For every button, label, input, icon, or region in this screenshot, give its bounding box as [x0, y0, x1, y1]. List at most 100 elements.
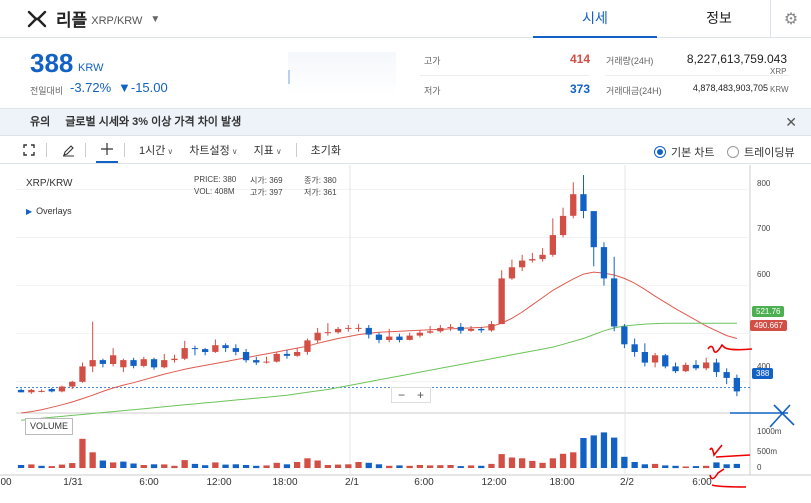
volume-bar — [273, 462, 280, 469]
volume-bar — [590, 435, 597, 468]
volume-bar — [416, 465, 423, 468]
volume-bar — [48, 466, 55, 468]
volume-bar — [498, 454, 505, 468]
volume-bar — [539, 462, 546, 469]
ohlc-label: 시가: — [250, 176, 267, 185]
volume-bar — [150, 464, 158, 469]
candle-body — [38, 390, 45, 392]
high-label: 고가 — [424, 56, 441, 66]
volume-bar — [662, 465, 669, 468]
candle-body — [447, 326, 454, 328]
time-axis-tick: 6:00 — [692, 477, 712, 488]
candle-body — [263, 361, 270, 363]
time-axis-tick: 12:00 — [206, 477, 232, 488]
indicators-dropdown[interactable]: 지표 ∨ — [254, 142, 282, 158]
volume-bar — [733, 463, 740, 468]
ohlc-label: PRICE: — [194, 175, 221, 184]
candle-body — [171, 358, 178, 361]
volume-bar — [345, 464, 352, 469]
volume-bar — [703, 465, 710, 469]
reset-button[interactable]: 초기화 — [310, 145, 342, 157]
last-price-tag: 388 — [752, 368, 774, 379]
volume-bar — [467, 465, 475, 468]
candle-body — [120, 360, 127, 368]
candle-body — [427, 331, 434, 333]
amount-24h-label: 거래대금(24H) — [606, 86, 662, 96]
time-axis-tick: 18:00 — [549, 477, 575, 488]
indicators-label: 지표 — [253, 145, 274, 157]
settings-gear-icon[interactable]: ⚙ — [770, 0, 811, 38]
volume-bar — [253, 465, 260, 469]
price-summary: 388 KRW 전일대비 -3.72% ▼-15.00 고가 414 저가 37… — [0, 38, 811, 108]
ohlc-label: VOL: — [194, 187, 213, 196]
time-axis-tick: 2/2 — [620, 477, 634, 488]
ohlc-high: 고가: 397 — [250, 187, 283, 198]
volume-axis-tick: 500m — [757, 447, 778, 456]
volume-bar — [529, 460, 536, 468]
pencil-icon[interactable] — [57, 139, 79, 161]
candle-body — [150, 359, 158, 368]
volume-bar — [181, 460, 188, 468]
price-currency: KRW — [78, 62, 104, 74]
chart-pair-label: XRP/KRW — [26, 178, 73, 189]
tab-info[interactable]: 정보 — [706, 10, 732, 26]
fullscreen-icon[interactable] — [18, 139, 40, 161]
price-chart-area[interactable]: XRP/KRW ▶ Overlays PRICE: 380 시가: 369 종가:… — [0, 165, 811, 503]
volume-bar — [519, 458, 526, 469]
current-price: 388 — [30, 48, 74, 78]
toolbar-divider — [85, 143, 86, 157]
close-icon[interactable]: ✕ — [785, 114, 797, 130]
crosshair-icon[interactable] — [96, 137, 118, 163]
chevron-down-icon: ∨ — [231, 147, 238, 156]
candle-body — [508, 267, 516, 279]
volume-bar — [559, 453, 567, 469]
candle-body — [529, 259, 536, 261]
candle-body — [621, 326, 628, 345]
volume-bar — [672, 465, 679, 469]
overlays-toggle[interactable]: ▶ Overlays — [26, 206, 72, 216]
chevron-down-icon: ∨ — [167, 147, 174, 156]
time-axis-tick: 1/31 — [63, 477, 83, 488]
chevron-down-icon[interactable]: ▼ — [150, 14, 161, 25]
volume-bar — [171, 465, 178, 469]
moving-average-lines — [21, 271, 738, 421]
interval-dropdown[interactable]: 1시간 ∨ — [139, 142, 173, 158]
volume-bar — [570, 452, 577, 469]
prev-day-label: 전일대비 — [30, 86, 64, 96]
candle-body — [549, 235, 556, 255]
volume-bar — [631, 462, 638, 468]
candle-body — [202, 349, 209, 352]
chart-settings-dropdown[interactable]: 차트설정 ∨ — [189, 142, 237, 158]
coin-selector[interactable]: 리플 XRP/KRW ▼ — [0, 6, 520, 31]
ohlc-value: 397 — [269, 188, 283, 197]
ohlc-label: 저가: — [304, 188, 321, 197]
price-chart[interactable] — [0, 165, 811, 503]
candle-body — [488, 324, 495, 331]
candle-body — [232, 348, 239, 352]
candle-body — [467, 328, 475, 331]
triangle-right-icon: ▶ — [26, 207, 33, 216]
notice-message: 글로벌 시세와 3% 이상 가격 차이 발생 — [65, 116, 242, 128]
hand-drawn-marks — [707, 343, 795, 488]
volume-panel-label: VOLUME — [25, 418, 73, 435]
ma-line-red — [21, 271, 738, 414]
volume-bar — [365, 462, 372, 469]
volume-bar — [406, 465, 413, 469]
tab-price[interactable]: 시세 — [533, 0, 657, 38]
candle-body — [570, 194, 577, 216]
candle-body — [161, 360, 168, 368]
tradingview-radio[interactable]: 트레이딩뷰 — [727, 144, 795, 160]
price-axis-tick: 400 — [757, 362, 771, 371]
volume-bar — [212, 462, 219, 468]
volume-bar — [28, 464, 35, 468]
zoom-in-icon[interactable]: + — [416, 388, 424, 402]
basic-chart-radio[interactable]: 기본 차트 — [654, 144, 715, 160]
candle-body — [324, 332, 331, 334]
candle-body — [590, 211, 597, 248]
volume-bar — [161, 464, 168, 468]
candle-body — [130, 360, 137, 366]
zoom-out-icon[interactable]: − — [397, 388, 405, 402]
volume-bar — [621, 456, 628, 469]
volume-bar — [232, 464, 239, 469]
volume-bar — [89, 452, 96, 469]
